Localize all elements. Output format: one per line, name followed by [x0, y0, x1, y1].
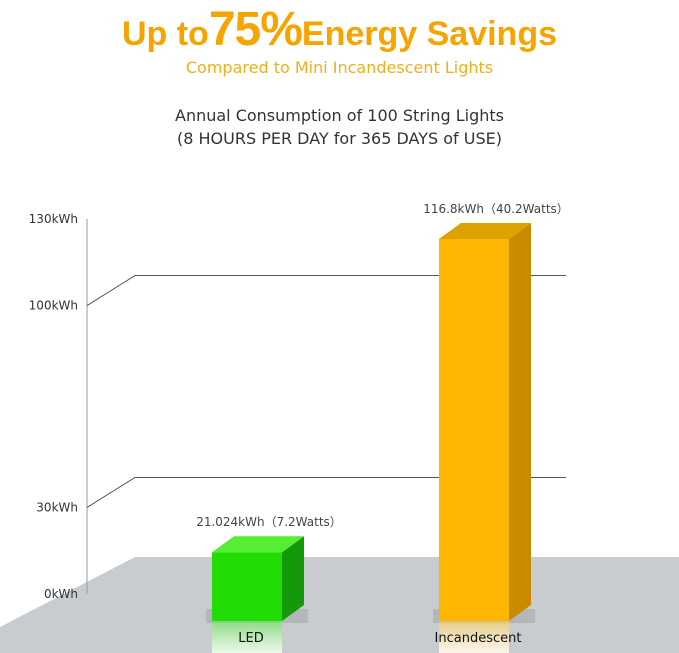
y-tick-label: 100kWh: [29, 299, 78, 313]
gridline: [86, 275, 566, 306]
subheadline: Compared to Mini Incandescent Lights: [185, 58, 494, 77]
bar-reflection-fade: [212, 621, 282, 653]
bar-incandescent: [433, 223, 535, 653]
x-tick-label: LED: [238, 631, 263, 646]
bar-front: [212, 552, 282, 621]
bar-front: [439, 239, 509, 621]
bar-side: [509, 223, 531, 621]
data-label: 116.8kWh（40.2Watts）: [423, 202, 569, 216]
chart-subtitle: (8 HOURS PER DAY for 365 DAYS of USE): [177, 129, 502, 148]
bar-top: [439, 223, 531, 239]
headline-suffix: Energy Savings: [301, 15, 558, 53]
bar-reflection-fade: [439, 621, 509, 653]
data-label: 21.024kWh（7.2Watts）: [196, 515, 342, 529]
headline-highlight: 75%: [208, 3, 303, 56]
chart-floor: [0, 557, 679, 653]
y-tick-label: 130kWh: [29, 212, 78, 226]
chart-title: Annual Consumption of 100 String Lights: [175, 106, 504, 125]
headline-prefix: Up to: [121, 15, 209, 53]
gridline: [86, 476, 566, 508]
bar-top: [212, 536, 304, 553]
bar-side: [282, 536, 304, 621]
bar-led: [206, 536, 308, 653]
y-tick-label: 30kWh: [36, 500, 78, 514]
x-tick-label: Incandescent: [435, 631, 522, 646]
y-tick-label: 0kWh: [44, 587, 78, 601]
headline: Up to75%Energy Savings: [0, 2, 679, 57]
